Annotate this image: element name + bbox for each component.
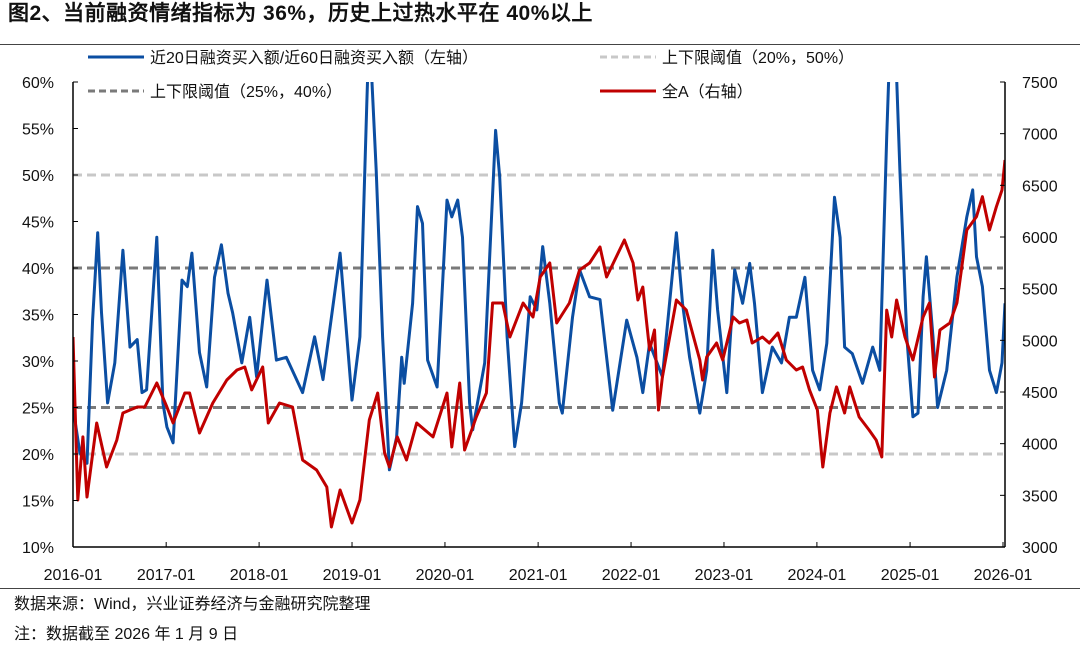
right-tick-label: 7500 <box>1022 75 1058 92</box>
right-tick-label: 5000 <box>1022 333 1058 350</box>
axes: 10% 15% 20% 25% 30% 35% 40% 45% 50% 55% 60% 3000 350… <box>22 75 1058 584</box>
x-tick-label: 2023-01 <box>695 567 754 584</box>
left-tick-label: 35% <box>22 308 54 325</box>
legend-all-a: 全A（右轴） <box>600 83 753 101</box>
left-tick-label: 50% <box>22 168 54 185</box>
left-tick-label: 45% <box>22 215 54 232</box>
left-tick-label: 55% <box>22 122 54 139</box>
right-tick-label: 6000 <box>1022 230 1058 247</box>
right-tick-label: 4000 <box>1022 437 1058 454</box>
legend-threshold-20-50: 上下限阈值（20%，50%） <box>600 49 854 67</box>
x-tick-label: 2025-01 <box>881 567 940 584</box>
legend-label: 近20日融资买入额/近60日融资买入额（左轴） <box>150 49 478 67</box>
legend-label: 全A（右轴） <box>662 83 753 101</box>
left-tick-label: 15% <box>22 494 54 511</box>
data-date-note: 注：数据截至 2026 年 1 月 9 日 <box>14 626 239 643</box>
legend-financing-ratio: 近20日融资买入额/近60日融资买入额（左轴） <box>88 49 478 67</box>
right-tick-label: 4500 <box>1022 385 1058 402</box>
threshold-lines <box>73 173 1003 456</box>
x-tick-label: 2017-01 <box>137 567 196 584</box>
left-tick-label: 40% <box>22 261 54 278</box>
left-tick-label: 10% <box>22 540 54 557</box>
legend-label: 上下限阈值（25%，40%） <box>150 83 342 101</box>
right-tick-label: 7000 <box>1022 127 1058 144</box>
financing-ratio-line <box>73 82 1005 472</box>
right-tick-label: 5500 <box>1022 282 1058 299</box>
right-tick-label: 3000 <box>1022 540 1058 557</box>
legend-threshold-25-40: 上下限阈值（25%，40%） <box>88 83 342 101</box>
footer-divider <box>0 588 1080 589</box>
left-tick-label: 20% <box>22 447 54 464</box>
x-tick-label: 2026-01 <box>974 567 1033 584</box>
x-tick-label: 2024-01 <box>788 567 847 584</box>
chart-title: 图2、当前融资情绪指标为 36%，历史上过热水平在 40%以上 <box>8 2 593 25</box>
x-tick-label: 2019-01 <box>323 567 382 584</box>
all-a-index-line <box>73 159 1005 529</box>
right-tick-label: 3500 <box>1022 488 1058 505</box>
left-tick-label: 60% <box>22 75 54 92</box>
right-tick-label: 6500 <box>1022 178 1058 195</box>
x-tick-label: 2021-01 <box>509 567 568 584</box>
chart: 10% 15% 20% 25% 30% 35% 40% 45% 50% 55% 60% 3000 350… <box>22 49 1058 584</box>
left-tick-label: 30% <box>22 354 54 371</box>
x-tick-label: 2020-01 <box>416 567 475 584</box>
series-lines <box>73 82 1005 529</box>
title-divider <box>0 44 1080 45</box>
left-tick-label: 25% <box>22 401 54 418</box>
legend: 近20日融资买入额/近60日融资买入额（左轴） 上下限阈值（20%，50%） 上下限… <box>88 49 854 101</box>
x-tick-label: 2022-01 <box>602 567 661 584</box>
x-tick-label: 2018-01 <box>230 567 289 584</box>
x-tick-label: 2016-01 <box>44 567 103 584</box>
source-note: 数据来源：Wind，兴业证券经济与金融研究院整理 <box>14 596 371 613</box>
legend-label: 上下限阈值（20%，50%） <box>662 49 854 67</box>
